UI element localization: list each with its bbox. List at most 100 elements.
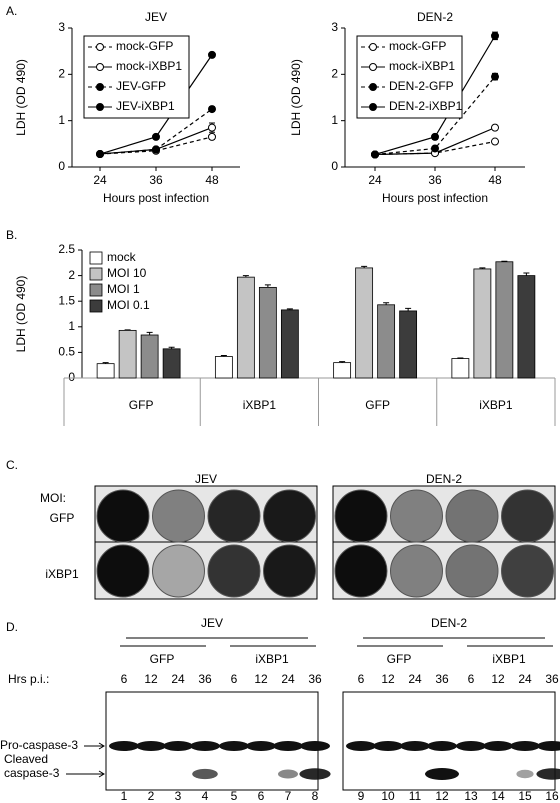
- band: [427, 741, 457, 751]
- y-tick-label: 1: [68, 319, 75, 333]
- band: [373, 741, 403, 751]
- error-bar: [286, 308, 293, 310]
- lane-number: 3: [175, 789, 182, 803]
- lane-number: 1: [121, 789, 128, 803]
- y-tick-label: 2: [58, 67, 65, 81]
- y-tick-label: 0: [331, 159, 338, 173]
- legend-swatch: [89, 251, 103, 265]
- bar: [236, 276, 255, 379]
- band: [400, 741, 430, 751]
- band: [190, 741, 220, 751]
- well: [96, 489, 150, 543]
- legend-marker: [369, 103, 377, 111]
- hour: 36: [198, 672, 212, 686]
- lane-number: 6: [258, 789, 265, 803]
- bar: [140, 334, 159, 379]
- well: [334, 489, 388, 543]
- plate-title: JEV: [195, 472, 217, 486]
- legend-label: mock-GFP: [389, 39, 446, 53]
- hour: 24: [171, 672, 185, 686]
- band: [273, 741, 303, 751]
- subgroup-label: iXBP1: [492, 652, 526, 666]
- bar: [451, 358, 470, 379]
- hour: 36: [435, 672, 449, 686]
- legend-swatch: [89, 283, 103, 297]
- band: [109, 741, 139, 751]
- error-bar: [457, 357, 464, 359]
- lane-number: 2: [148, 789, 155, 803]
- y-tick-label: 3: [331, 20, 338, 34]
- error-bar: [146, 331, 153, 335]
- marker: [431, 144, 439, 153]
- hour: 36: [545, 672, 559, 686]
- band: [219, 741, 249, 751]
- bar: [118, 329, 137, 379]
- lane-number: 9: [358, 789, 365, 803]
- well: [445, 544, 499, 598]
- error-bar: [220, 354, 227, 357]
- error-bar: [501, 260, 508, 262]
- legend-marker: [96, 83, 104, 91]
- x-tick-label: iXBP1: [243, 398, 277, 412]
- legend-label: JEV-GFP: [116, 79, 166, 93]
- arrow: [84, 742, 105, 750]
- well: [390, 544, 443, 598]
- bar: [96, 363, 115, 379]
- y-axis-label: LDH (OD 490): [14, 276, 28, 353]
- legend-marker: [96, 103, 104, 111]
- marker: [208, 105, 216, 114]
- hour: 24: [281, 672, 295, 686]
- band: [299, 768, 331, 780]
- cleaved-label: caspase-3: [4, 766, 60, 780]
- lane-number: 10: [381, 789, 395, 803]
- bar: [258, 286, 277, 379]
- x-tick-label: 24: [368, 173, 382, 187]
- band: [456, 741, 486, 751]
- band: [192, 768, 218, 780]
- bar: [280, 309, 299, 379]
- legend-marker: [369, 43, 377, 51]
- hour: 12: [254, 672, 268, 686]
- error-bar: [242, 275, 249, 278]
- legend-marker: [369, 63, 377, 71]
- subgroup-label: iXBP1: [255, 652, 289, 666]
- blot-group-title: JEV: [201, 616, 223, 630]
- x-tick-label: GFP: [365, 398, 390, 412]
- bar: [162, 348, 181, 379]
- well: [501, 489, 554, 543]
- panel-label: B.: [6, 228, 17, 242]
- band: [163, 741, 193, 751]
- marker: [208, 50, 216, 59]
- x-tick-label: 36: [428, 173, 442, 187]
- legend-marker: [369, 83, 377, 91]
- y-tick-label: 2.5: [58, 242, 75, 256]
- well: [334, 544, 388, 598]
- well: [207, 544, 261, 598]
- bar: [377, 304, 396, 379]
- legend-label: mock-iXBP1: [116, 59, 182, 73]
- lane-number: 11: [409, 789, 422, 803]
- band: [300, 741, 330, 751]
- hour: 12: [491, 672, 505, 686]
- marker: [431, 132, 439, 141]
- legend-label: MOI 10: [107, 266, 147, 280]
- error-bar: [523, 272, 530, 276]
- legend-label: mock-iXBP1: [389, 59, 455, 73]
- well: [263, 544, 316, 598]
- marker: [491, 31, 499, 40]
- well: [501, 544, 554, 598]
- band: [516, 769, 534, 779]
- chart-title: DEN-2: [417, 10, 453, 24]
- lane-number: 13: [464, 789, 478, 803]
- pro-label: Pro-caspase-3: [0, 738, 78, 752]
- marker: [152, 132, 160, 141]
- band: [510, 741, 540, 751]
- lane-number: 8: [312, 789, 319, 803]
- legend-label: MOI 1: [107, 282, 140, 296]
- bar: [517, 275, 536, 379]
- lane-number: 5: [231, 789, 238, 803]
- band: [536, 768, 560, 780]
- legend-label: mock: [107, 250, 137, 264]
- cleaved-label: Cleaved: [4, 752, 48, 766]
